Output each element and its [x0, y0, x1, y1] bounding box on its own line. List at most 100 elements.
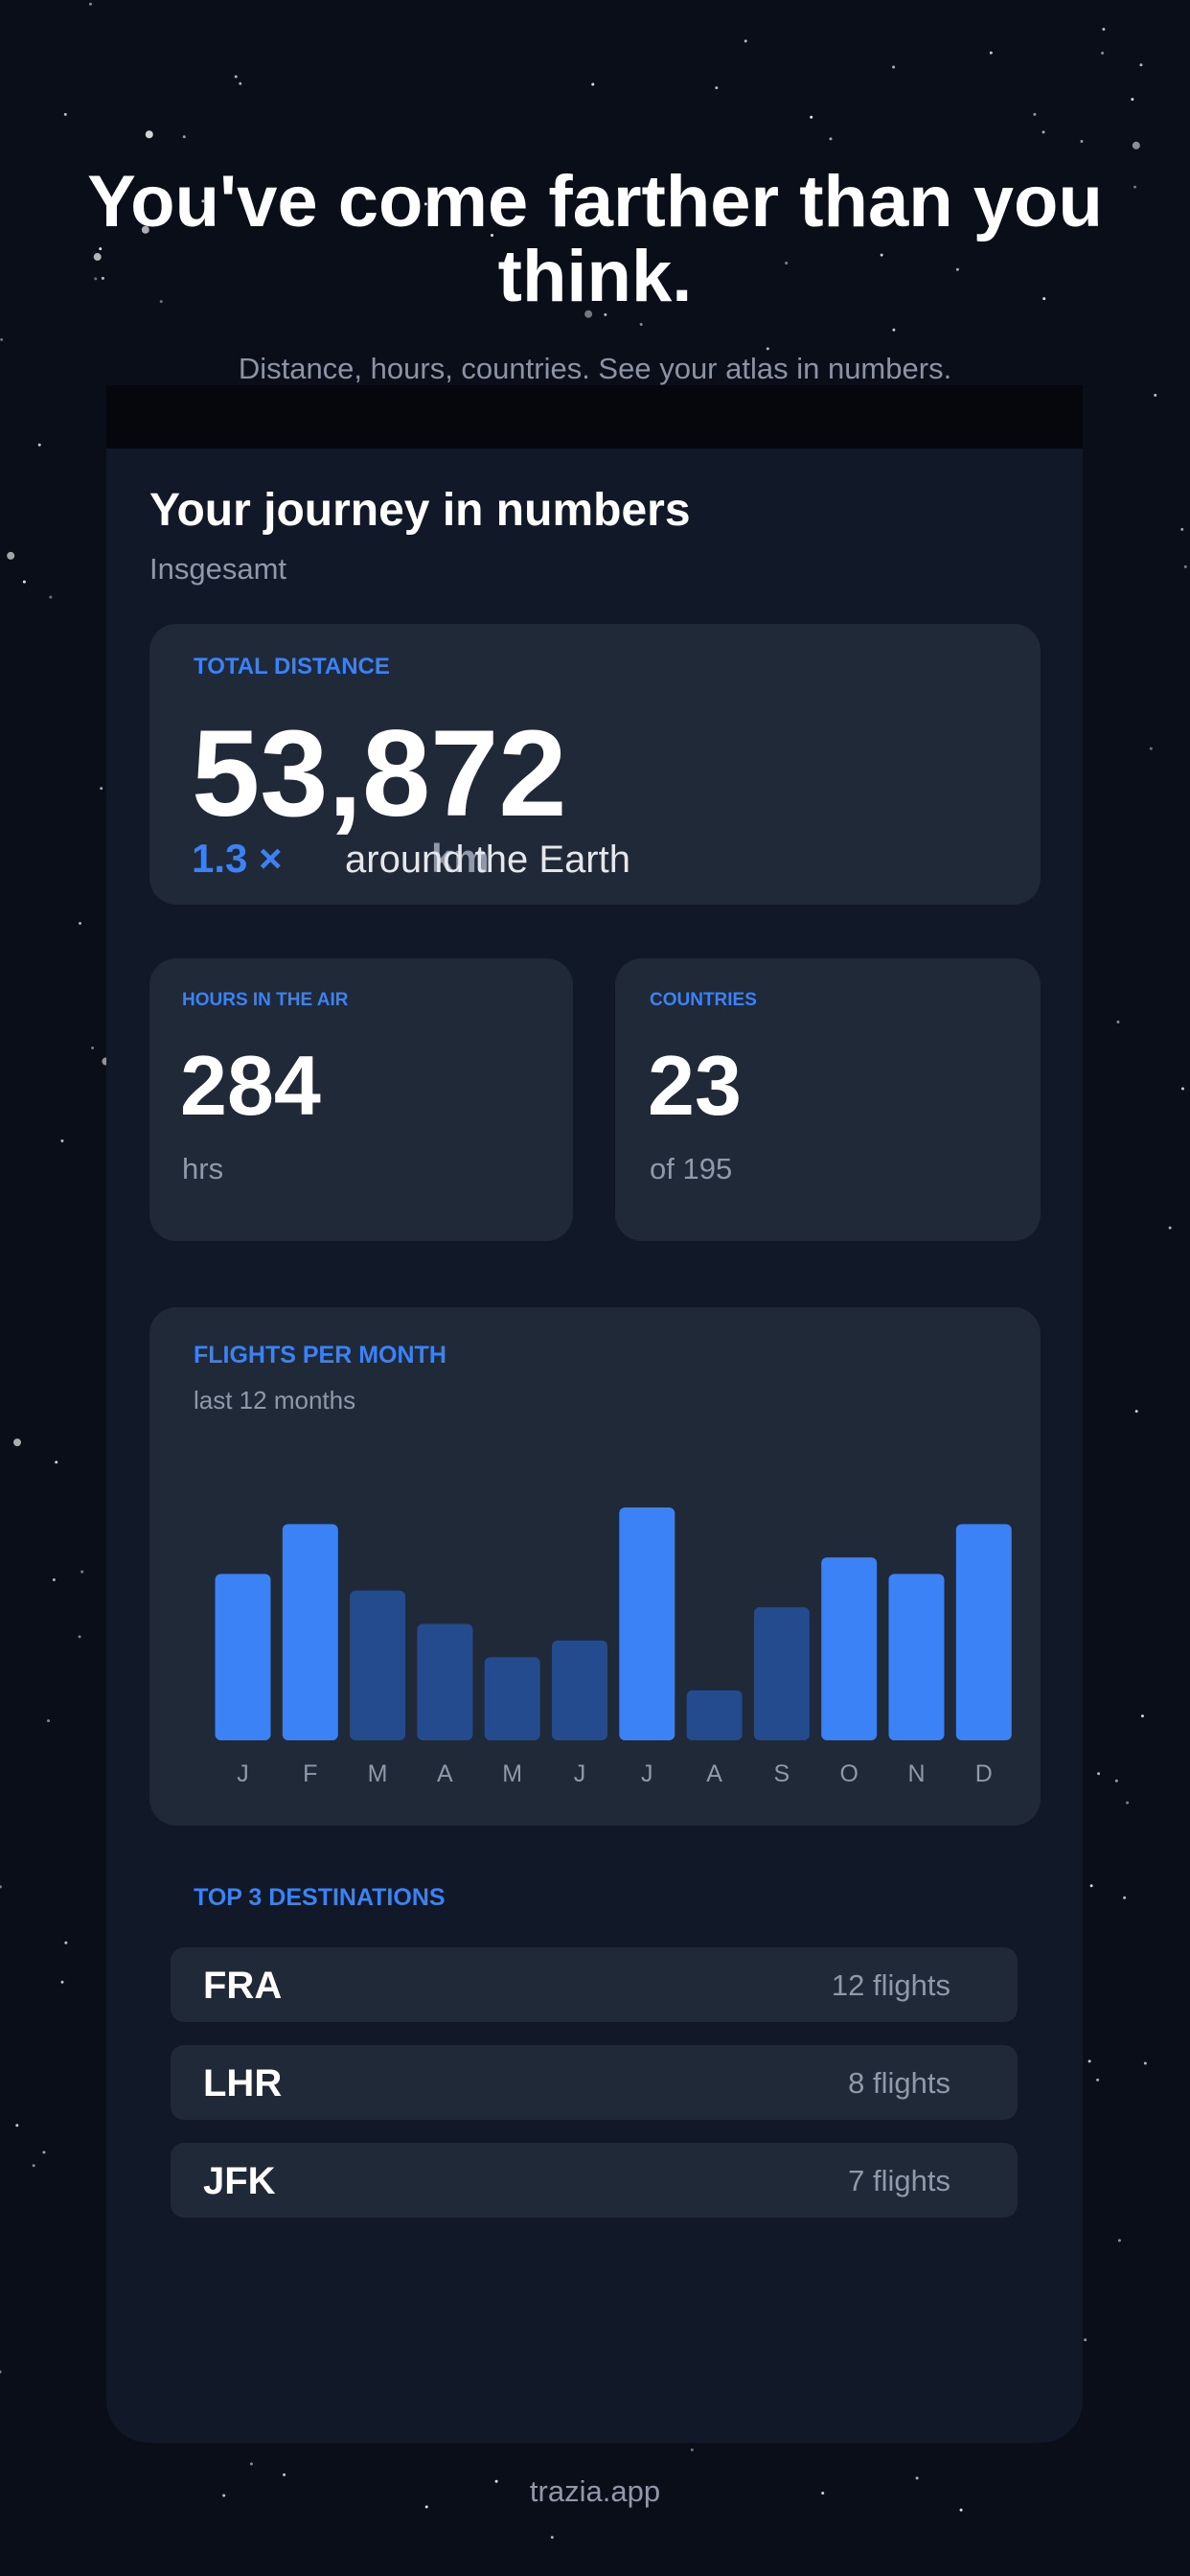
- star: [1132, 141, 1140, 150]
- star: [821, 2491, 825, 2495]
- star: [829, 137, 833, 141]
- star: [880, 253, 883, 257]
- x-tick-label: M: [502, 1760, 522, 1787]
- countries-box: [615, 958, 1041, 1241]
- bar: [417, 1623, 473, 1740]
- bar: [888, 1574, 945, 1740]
- destination-flights: 12 flights: [831, 1968, 950, 2002]
- star: [424, 2505, 428, 2509]
- star: [1097, 1772, 1101, 1776]
- destination-code: JFK: [203, 2160, 276, 2202]
- star: [100, 787, 103, 791]
- star: [201, 199, 205, 203]
- star: [955, 267, 959, 271]
- star: [15, 2124, 19, 2128]
- bar: [215, 1574, 271, 1740]
- star: [1131, 98, 1134, 102]
- star: [1084, 2338, 1087, 2342]
- star: [1134, 1410, 1138, 1414]
- earth-multiplier: 1.3 ×: [192, 836, 283, 881]
- star: [591, 82, 595, 86]
- star: [12, 1438, 21, 1447]
- hours-box: [149, 958, 573, 1241]
- hours-unit: hrs: [182, 1152, 224, 1185]
- hours-value: 284: [180, 1038, 321, 1133]
- star: [222, 2494, 226, 2497]
- star: [159, 300, 163, 304]
- x-tick-label: J: [237, 1760, 249, 1787]
- countries-value: 23: [648, 1038, 742, 1133]
- x-tick-label: F: [303, 1760, 317, 1787]
- x-tick-label: S: [774, 1760, 790, 1787]
- star: [1096, 2078, 1100, 2082]
- destination-code: FRA: [203, 1965, 283, 2007]
- star: [1183, 564, 1187, 568]
- star: [47, 1719, 51, 1723]
- star: [744, 39, 747, 43]
- star: [1080, 140, 1084, 144]
- card-top-bar: [106, 385, 1083, 448]
- destination-row: [171, 1947, 1018, 2022]
- star: [79, 922, 82, 926]
- x-tick-label: A: [706, 1760, 722, 1787]
- star: [915, 2476, 919, 2480]
- star: [1154, 393, 1157, 397]
- star: [93, 253, 102, 262]
- destination-flights: 7 flights: [848, 2164, 950, 2197]
- star: [989, 51, 993, 55]
- star: [64, 1941, 68, 1944]
- countries-label: COUNTRIES: [650, 990, 757, 1010]
- footer: trazia.app: [529, 2474, 661, 2508]
- star: [55, 1460, 58, 1464]
- star: [810, 115, 813, 119]
- countries-unit: of 195: [650, 1152, 733, 1185]
- earth-comparison: around the Earth: [345, 839, 630, 881]
- distance-label: TOTAL DISTANCE: [194, 654, 390, 679]
- star: [1042, 297, 1046, 301]
- distance-box: [149, 624, 1041, 905]
- destination-code: LHR: [203, 2062, 283, 2104]
- x-tick-label: J: [641, 1760, 653, 1787]
- star: [550, 2536, 554, 2540]
- star: [1140, 1714, 1144, 1718]
- star: [234, 75, 238, 79]
- star: [1116, 1020, 1120, 1024]
- star: [1033, 112, 1037, 116]
- bar: [821, 1557, 878, 1740]
- star: [60, 1138, 64, 1142]
- star: [1180, 1087, 1184, 1091]
- bar: [282, 1524, 338, 1740]
- bar: [753, 1607, 810, 1740]
- star: [1139, 63, 1143, 67]
- star: [1089, 1884, 1093, 1888]
- star: [491, 234, 494, 238]
- star: [959, 2508, 963, 2512]
- star: [145, 130, 153, 139]
- star: [639, 323, 643, 327]
- star: [141, 225, 149, 234]
- star: [78, 1635, 81, 1639]
- star: [892, 65, 896, 69]
- star: [0, 1885, 2, 1889]
- x-tick-label: A: [437, 1760, 453, 1787]
- star: [37, 443, 41, 447]
- star: [32, 2164, 35, 2168]
- star: [604, 312, 607, 316]
- star: [80, 1570, 84, 1574]
- star: [0, 337, 4, 341]
- star: [1126, 1801, 1130, 1805]
- star: [94, 277, 98, 281]
- bar: [484, 1657, 540, 1740]
- bar: [619, 1507, 675, 1740]
- x-tick-label: O: [839, 1760, 858, 1787]
- bar: [955, 1524, 1012, 1740]
- bar: [552, 1640, 607, 1740]
- star: [1143, 2061, 1147, 2065]
- card-title: Your journey in numbers: [149, 485, 691, 536]
- star: [423, 202, 427, 206]
- destination-flights: 8 flights: [848, 2066, 950, 2100]
- star: [766, 347, 769, 351]
- star: [283, 2472, 286, 2476]
- star: [785, 261, 789, 264]
